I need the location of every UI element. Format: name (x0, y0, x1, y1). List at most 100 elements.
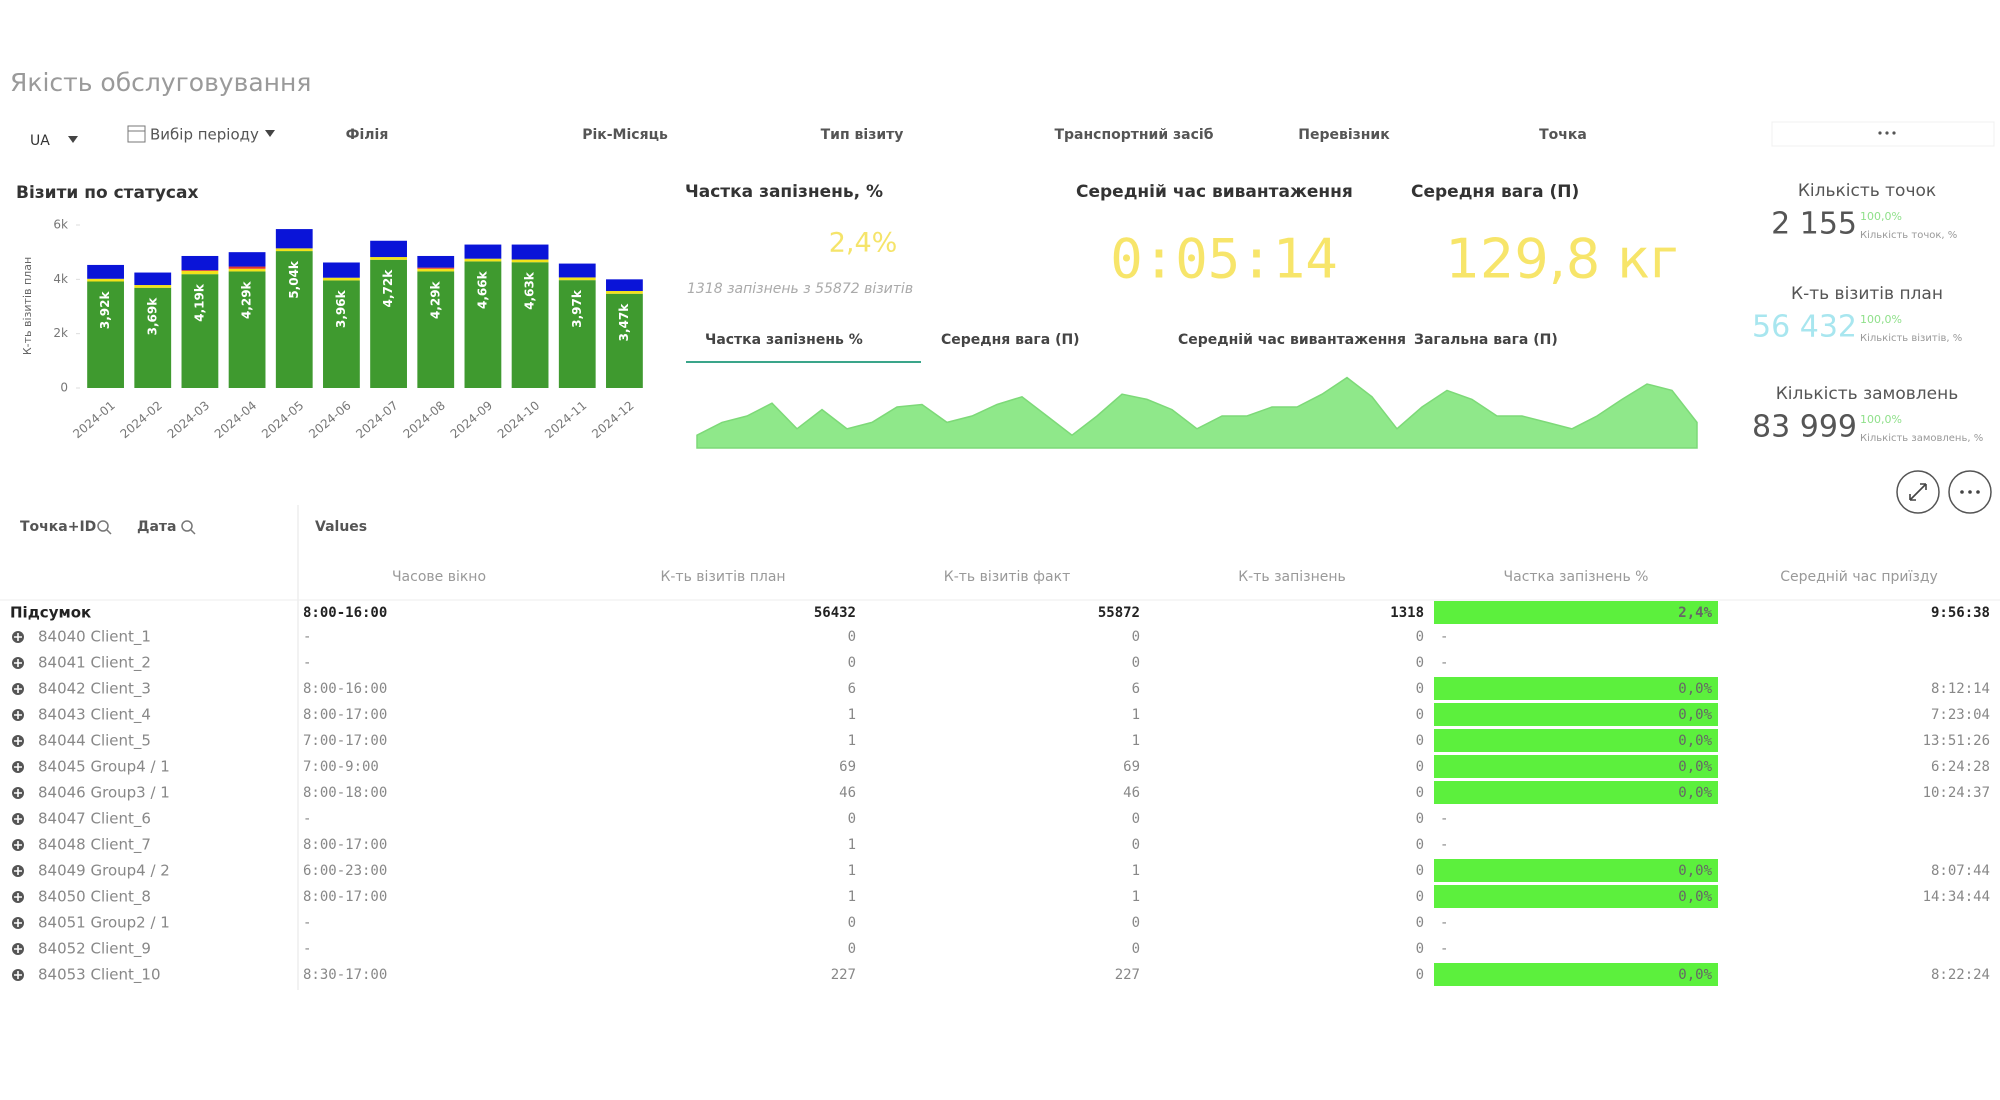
dimension-header[interactable]: Точка+ID (20, 519, 96, 535)
bar-segment (606, 291, 643, 294)
calendar-icon[interactable] (127, 125, 146, 143)
column-header[interactable]: Частка запізнень % (1504, 569, 1649, 585)
total-label: Підсумок (10, 604, 91, 622)
table-cell: 0 (1132, 941, 1140, 957)
x-tick-label: 2024-06 (306, 398, 353, 441)
column-header[interactable]: Часове вікно (392, 569, 486, 585)
bar-segment (181, 274, 219, 388)
bar-segment (511, 244, 549, 260)
search-icon[interactable] (181, 520, 193, 532)
table-cell: 8:12:14 (1931, 681, 1990, 697)
table-cell: 10:24:37 (1923, 785, 1990, 801)
bar-value-label: 4,29k (240, 280, 254, 319)
filter-field[interactable]: Транспортний засіб (1054, 127, 1213, 143)
bar-segment (606, 293, 643, 388)
table-cell: - (303, 941, 311, 957)
table-cell: 6 (848, 681, 856, 697)
row-label[interactable]: 84048 Client_7 (38, 836, 151, 855)
row-label[interactable]: 84051 Group2 / 1 (38, 914, 170, 932)
row-label[interactable]: 84042 Client_3 (38, 680, 151, 699)
table-cell: - (303, 811, 311, 827)
row-label[interactable]: 84046 Group3 / 1 (38, 784, 170, 802)
pct-cell-bar (1434, 755, 1718, 778)
kpi-value: 2,4% (829, 228, 898, 259)
pct-cell-bar (1434, 781, 1718, 804)
table-cell: 0,0% (1678, 863, 1712, 879)
side-kpi-title: Кількість точок (1798, 181, 1936, 201)
bar-segment (228, 252, 266, 267)
bar-segment (370, 259, 407, 388)
column-header[interactable]: К-ть запізнень (1238, 569, 1346, 585)
bar-segment (87, 264, 124, 279)
filter-field[interactable]: Перевізник (1298, 127, 1390, 143)
language-select[interactable]: UA (30, 133, 50, 149)
row-label[interactable]: 84040 Client_1 (38, 628, 151, 647)
filter-field[interactable]: Рік-Місяць (582, 127, 668, 143)
table-cell: 13:51:26 (1923, 733, 1990, 749)
bar-segment (417, 255, 455, 268)
column-header[interactable]: Середній час приїзду (1780, 569, 1938, 585)
row-label[interactable]: 84044 Client_5 (38, 732, 151, 751)
table-cell: - (1440, 915, 1448, 931)
search-icon[interactable] (97, 520, 109, 532)
table-cell: - (1440, 655, 1448, 671)
pct-cell-bar (1434, 859, 1718, 882)
row-label[interactable]: 84053 Client_10 (38, 966, 161, 985)
side-kpi-share-label: Кількість точок, % (1860, 229, 1957, 241)
row-label[interactable]: 84043 Client_4 (38, 706, 151, 725)
trend-tab[interactable]: Середня вага (П) (941, 332, 1080, 348)
trend-tab[interactable]: Частка запізнень % (705, 332, 863, 348)
table-cell: 227 (831, 967, 856, 983)
table-cell: 8:00-18:00 (303, 785, 387, 801)
expand-row-plus (14, 659, 22, 667)
table-cell: 0 (1132, 915, 1140, 931)
trend-tab[interactable]: Середній час вивантаження (1178, 332, 1406, 348)
table-cell: 0 (1416, 785, 1424, 801)
table-cell: 0 (1416, 811, 1424, 827)
dimension-header[interactable]: Дата (137, 519, 176, 535)
bar-value-label: 3,92k (98, 290, 112, 329)
side-kpi-share-label: Кількість замовлень, % (1860, 432, 1983, 444)
more-icon[interactable] (1878, 131, 1896, 135)
pct-cell-bar (1434, 677, 1718, 700)
column-header[interactable]: К-ть візитів план (660, 569, 785, 585)
column-header[interactable]: К-ть візитів факт (944, 569, 1070, 585)
dropdown-arrow[interactable] (68, 136, 78, 143)
filter-field[interactable]: Тип візиту (821, 127, 904, 143)
bar-segment (606, 279, 643, 292)
x-tick-label: 2024-11 (542, 398, 589, 441)
row-label[interactable]: 84041 Client_2 (38, 654, 151, 673)
table-cell: 0 (848, 655, 856, 671)
table-cell: 1 (1132, 707, 1140, 723)
trend-tab[interactable]: Загальна вага (П) (1414, 332, 1558, 348)
measures-header: Values (315, 519, 367, 535)
side-kpi-value: 83 999 (1752, 410, 1857, 445)
pct-cell-bar (1434, 601, 1718, 624)
kpi-value: 129,8 кг (1446, 228, 1679, 291)
expand-row-plus (14, 893, 22, 901)
table-cell: 0,0% (1678, 759, 1712, 775)
row-label[interactable]: 84050 Client_8 (38, 888, 151, 907)
x-tick-label: 2024-12 (589, 398, 636, 441)
x-tick-label: 2024-01 (70, 398, 117, 441)
y-tick-label: 6k (53, 218, 68, 232)
side-kpi-share: 100,0% (1860, 413, 1902, 426)
filter-field[interactable]: Точка (1539, 127, 1587, 143)
bar-segment (464, 258, 502, 262)
bar-segment (370, 257, 407, 260)
period-select[interactable]: Вибір періоду (150, 126, 259, 144)
filter-field[interactable]: Філія (346, 127, 389, 143)
row-label[interactable]: 84052 Client_9 (38, 940, 151, 959)
expand-row-plus (14, 763, 22, 771)
bar-segment (134, 285, 172, 288)
row-label[interactable]: 84045 Group4 / 1 (38, 758, 170, 776)
kpi-value: 0:05:14 (1110, 228, 1338, 291)
side-kpi-value: 2 155 (1771, 207, 1857, 242)
table-cell: 0,0% (1678, 681, 1712, 697)
row-label[interactable]: 84047 Client_6 (38, 810, 151, 829)
row-label[interactable]: 84049 Group4 / 2 (38, 862, 170, 880)
dropdown-arrow[interactable] (265, 130, 275, 137)
bar-segment (87, 278, 124, 282)
table-cell: 9:56:38 (1931, 605, 1990, 621)
pct-cell-bar (1434, 885, 1718, 908)
